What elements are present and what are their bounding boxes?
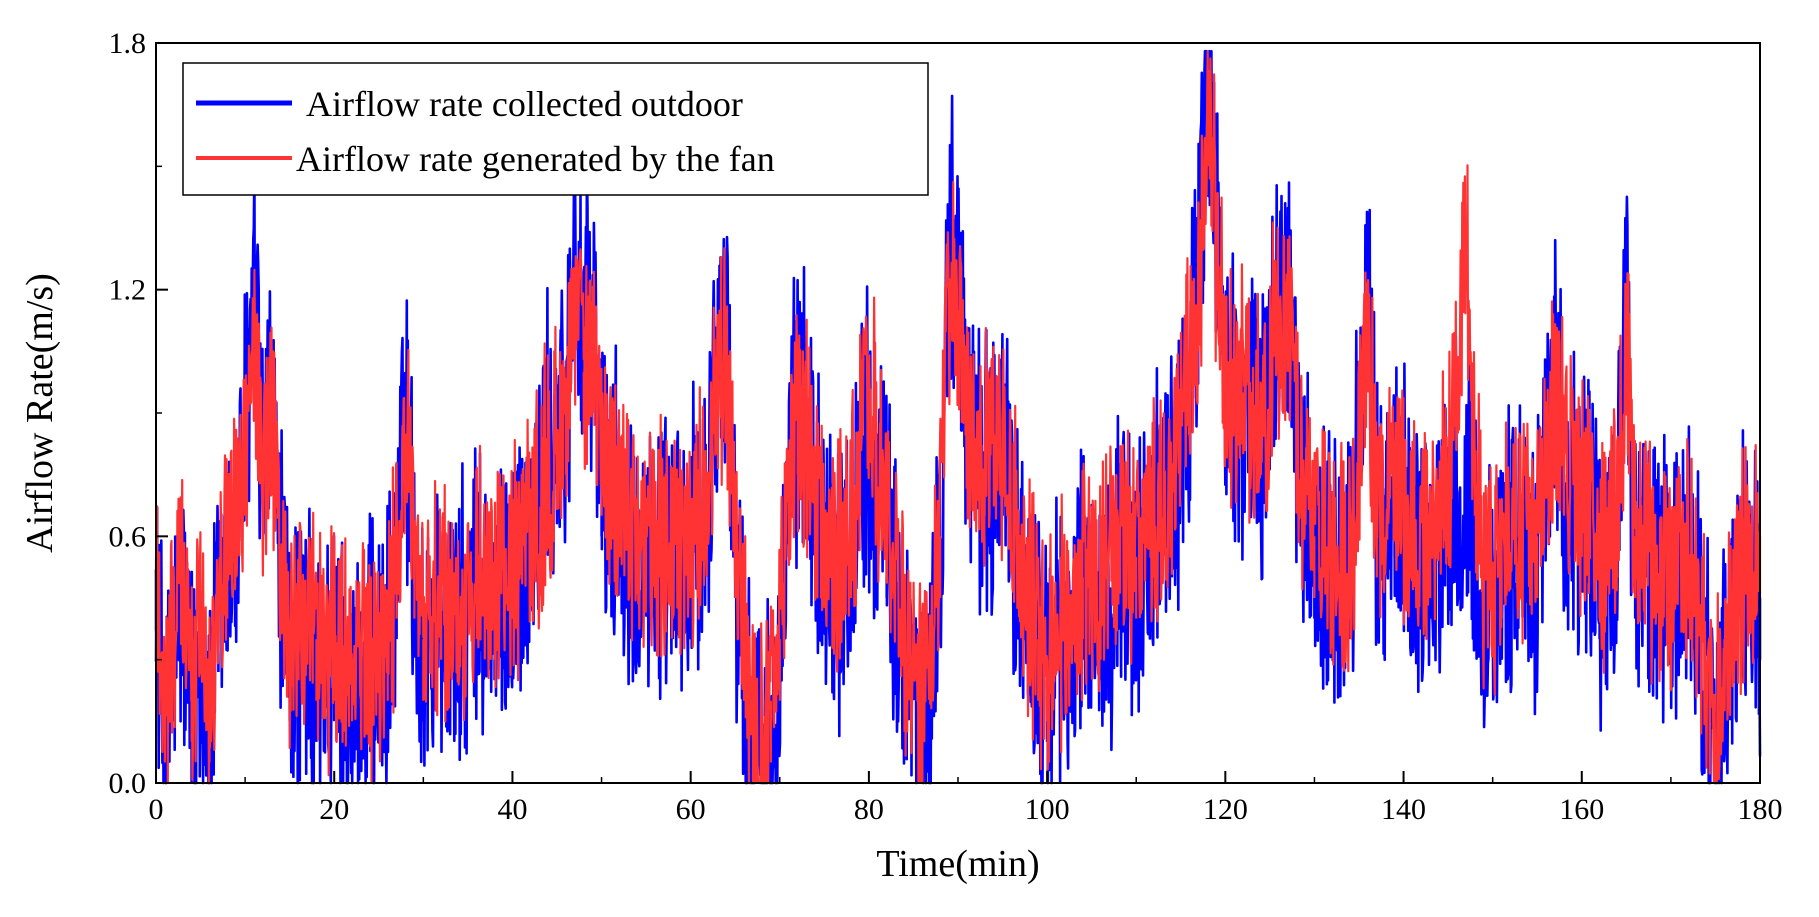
x-tick-label: 160: [1559, 793, 1604, 826]
y-tick-label: 1.2: [109, 274, 147, 307]
legend-label-outdoor: Airflow rate collected outdoor: [306, 84, 743, 124]
y-tick-label: 0.0: [109, 767, 147, 800]
y-tick-label: 0.6: [109, 520, 147, 553]
x-tick-label: 80: [854, 793, 884, 826]
legend-box: [182, 62, 929, 196]
x-tick-label: 60: [676, 793, 706, 826]
series-layer: [154, 49, 1762, 785]
x-tick-label: 100: [1025, 793, 1070, 826]
x-axis: 0 20 40 60 80 100 120 140 160 180: [149, 771, 1783, 826]
x-axis-title: Time(min): [876, 843, 1039, 885]
x-tick-label: 120: [1203, 793, 1248, 826]
legend: Airflow rate collected outdoor Airflow r…: [182, 62, 929, 196]
series-line-fan: [154, 50, 1762, 785]
y-tick-label: 1.8: [109, 27, 147, 60]
y-axis: 0.0 0.6 1.2 1.8: [109, 27, 168, 800]
x-tick-label: 180: [1738, 793, 1783, 826]
x-tick-label: 40: [497, 793, 527, 826]
legend-label-fan: Airflow rate generated by the fan: [296, 139, 775, 179]
y-axis-title: Airflow Rate(m/s): [19, 273, 61, 553]
x-tick-label: 20: [319, 793, 349, 826]
x-tick-label: 0: [149, 793, 164, 826]
x-tick-label: 140: [1381, 793, 1426, 826]
